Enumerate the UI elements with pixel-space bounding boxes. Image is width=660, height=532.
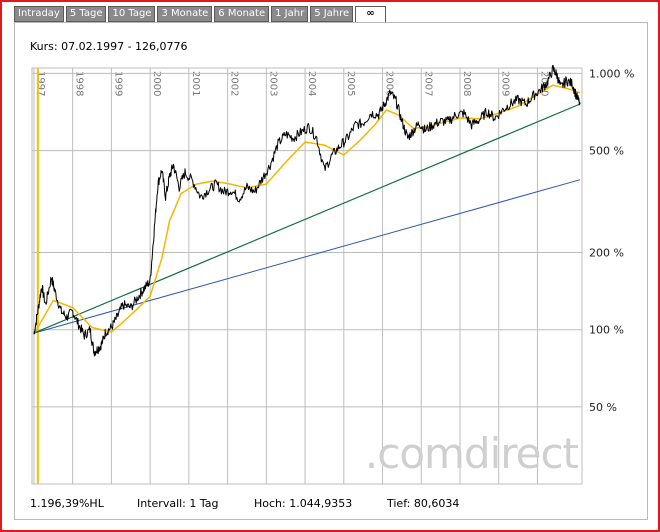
xtick-label: 2009 — [500, 71, 511, 96]
comdirect-watermark: .comdirect — [365, 429, 579, 478]
tab-1-jahr[interactable]: 1 Jahr — [271, 6, 309, 22]
moving-average-line — [33, 84, 581, 335]
chart-panel — [14, 22, 648, 520]
xtick-label: 2006 — [384, 71, 395, 96]
tab-5-jahre[interactable]: 5 Jahre — [310, 6, 354, 22]
tab-3-monate[interactable]: 3 Monate — [157, 6, 213, 22]
ytick-label: 500 % — [589, 145, 624, 158]
timeframe-tabs: Intraday 5 Tage 10 Tage 3 Monate 6 Monate 1 J… — [14, 6, 388, 23]
price-line — [33, 64, 581, 357]
xtick-label: 2005 — [345, 71, 356, 96]
intervall-value: Intervall: 1 Tag — [137, 497, 219, 510]
xtick-label: 2001 — [190, 71, 201, 96]
xtick-label: 2000 — [151, 71, 162, 96]
xtick-label: 2003 — [267, 71, 278, 96]
ytick-label: 1.000 % — [589, 67, 634, 80]
tab-max[interactable]: ∞ — [355, 6, 386, 23]
tab-5-tage[interactable]: 5 Tage — [65, 6, 107, 22]
performance-value: 1.196,39%HL — [30, 497, 104, 510]
plot-area — [31, 67, 583, 485]
xtick-label: 1997 — [35, 71, 46, 96]
xtick-label: 2008 — [461, 71, 472, 96]
xtick-label: 2004 — [306, 71, 317, 96]
xtick-label: 1998 — [74, 71, 85, 96]
ytick-label: 50 % — [589, 401, 617, 414]
tief-value: Tief: 80,6034 — [387, 497, 460, 510]
trend-green-line — [33, 103, 581, 334]
hoch-value: Hoch: 1.044,9353 — [254, 497, 353, 510]
tab-intraday[interactable]: Intraday — [14, 6, 64, 22]
xtick-label: 2007 — [422, 71, 433, 96]
ytick-label: 100 % — [589, 324, 624, 337]
ytick-label: 200 % — [589, 247, 624, 260]
kurs-label: Kurs: 07.02.1997 - 126,0776 — [30, 40, 188, 53]
xtick-label: 2002 — [229, 71, 240, 96]
xtick-label: 1999 — [112, 71, 123, 96]
trend-blue-line — [33, 179, 581, 334]
tab-6-monate[interactable]: 6 Monate — [214, 6, 270, 22]
tab-10-tage[interactable]: 10 Tage — [108, 6, 156, 22]
